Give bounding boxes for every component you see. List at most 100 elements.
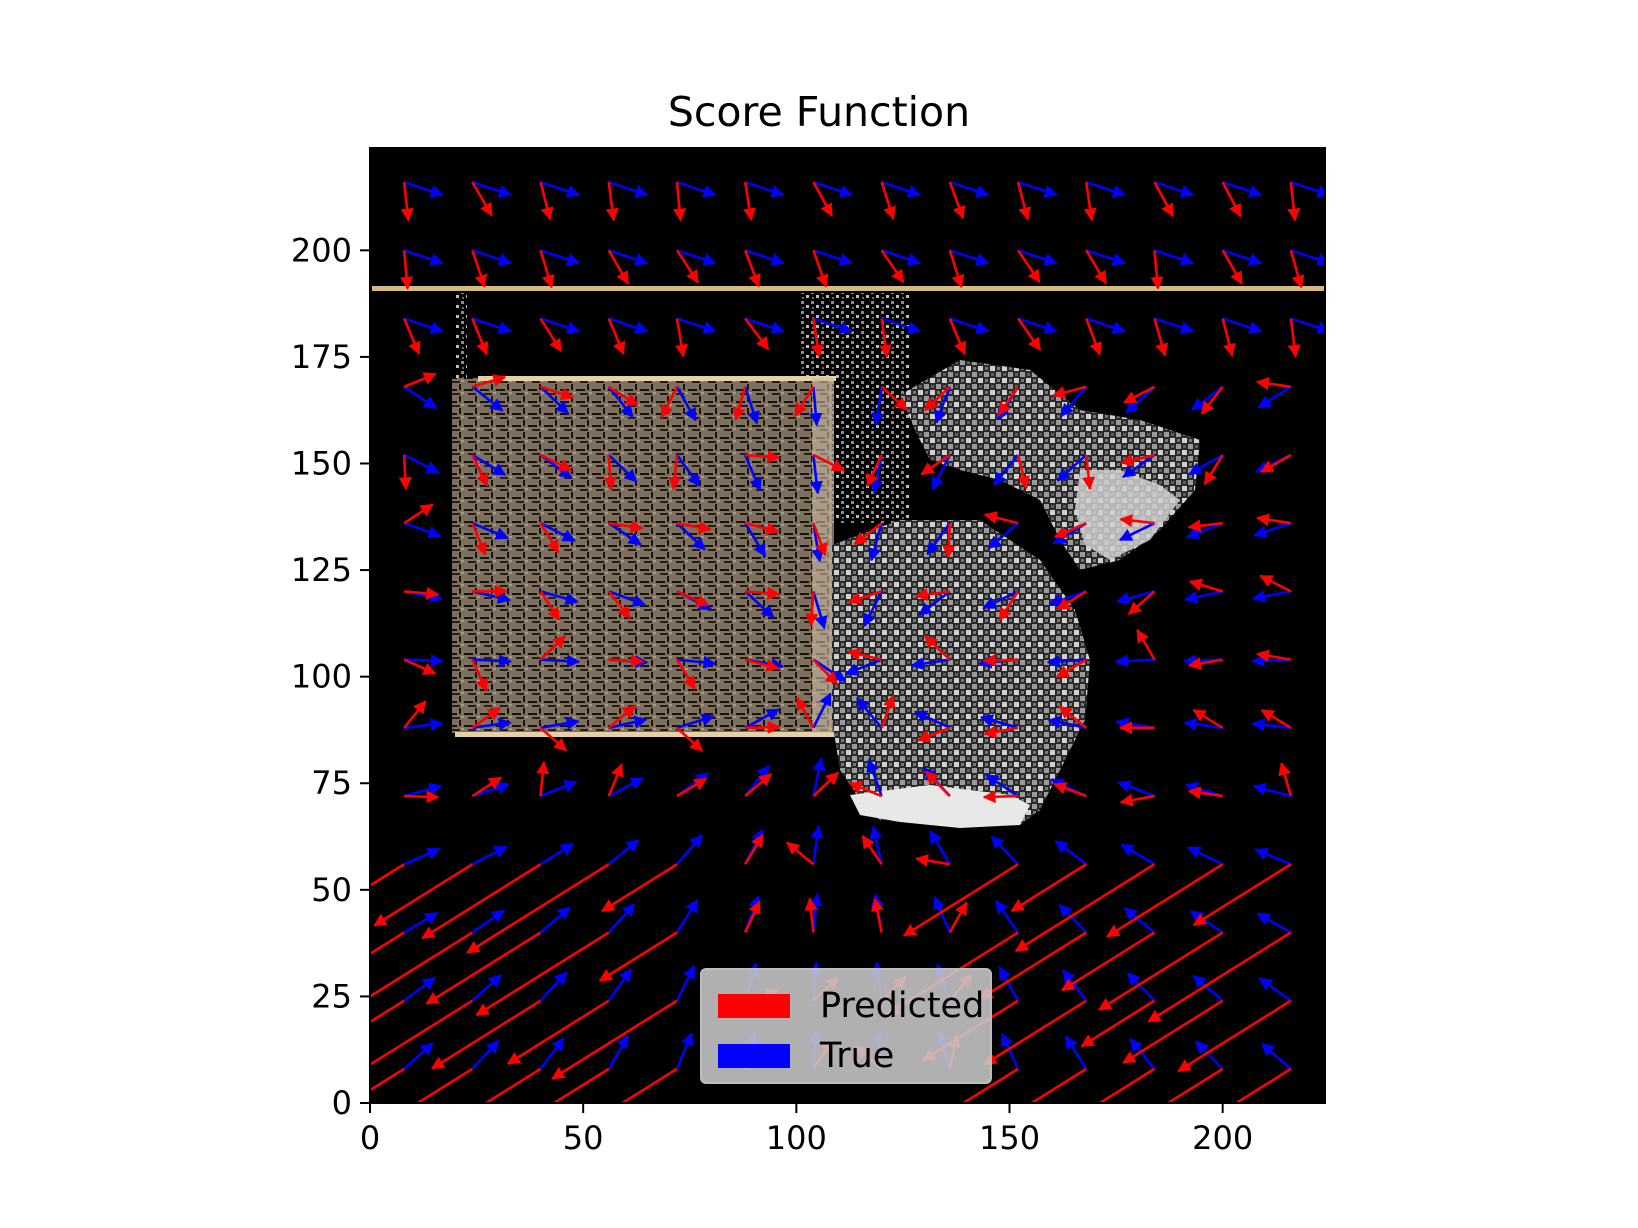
arrow-true bbox=[675, 834, 704, 866]
arrow-predicted bbox=[1187, 657, 1223, 670]
arrow-predicted bbox=[1119, 793, 1155, 807]
arrow-true bbox=[403, 453, 440, 474]
arrow-true bbox=[1120, 843, 1156, 866]
arrow-true bbox=[608, 180, 649, 198]
left-post bbox=[455, 293, 467, 383]
arrow-predicted bbox=[744, 521, 780, 536]
arrow-true bbox=[675, 965, 696, 1002]
y-tick-label: 175 bbox=[291, 338, 352, 376]
arrow-true bbox=[1183, 590, 1223, 604]
x-tick-label: 150 bbox=[979, 1119, 1040, 1157]
arrow-predicted bbox=[1150, 250, 1164, 290]
arrow-predicted bbox=[483, 1067, 542, 1103]
arrow-predicted bbox=[370, 1067, 405, 1092]
arrow-true bbox=[844, 658, 883, 676]
y-tick-label: 75 bbox=[311, 764, 352, 802]
arrow-predicted bbox=[795, 696, 815, 729]
arrow-predicted bbox=[598, 931, 678, 982]
axes-frame bbox=[369, 147, 1326, 1104]
arrow-true bbox=[403, 180, 444, 198]
arrow-predicted bbox=[403, 372, 437, 388]
arrow-predicted bbox=[400, 250, 413, 290]
arrow-predicted bbox=[848, 781, 883, 798]
arrow-predicted bbox=[1120, 453, 1155, 467]
arrow-predicted bbox=[805, 591, 819, 627]
arrow-predicted bbox=[880, 181, 896, 220]
arrow-true bbox=[1188, 453, 1224, 476]
arrow-predicted bbox=[676, 590, 710, 607]
arrow-predicted bbox=[608, 654, 645, 668]
arrow-predicted bbox=[847, 590, 883, 605]
arrow-predicted bbox=[847, 648, 882, 661]
arrow-predicted bbox=[866, 454, 883, 488]
arrow-true bbox=[1129, 1037, 1156, 1070]
arrow-predicted bbox=[1016, 317, 1042, 351]
arrow-true bbox=[1017, 317, 1058, 334]
arrow-predicted bbox=[1260, 453, 1292, 473]
arrow-predicted bbox=[675, 658, 696, 690]
x-tick-label: 100 bbox=[766, 1119, 827, 1157]
arrow-true bbox=[608, 777, 644, 798]
arrow-true bbox=[676, 522, 706, 551]
arrow-predicted bbox=[605, 181, 619, 222]
arrow-true bbox=[675, 454, 701, 487]
arrow-true bbox=[471, 974, 503, 1002]
arrow-predicted bbox=[1016, 181, 1031, 221]
arrow-true bbox=[931, 454, 951, 491]
arrow-predicted bbox=[506, 999, 610, 1065]
arrow-true bbox=[1122, 453, 1156, 479]
arrow-true bbox=[985, 773, 1019, 798]
legend-item-true: True bbox=[718, 1036, 894, 1076]
arrow-predicted bbox=[1260, 709, 1292, 729]
arrow-predicted bbox=[982, 790, 1019, 804]
arrow-predicted bbox=[979, 931, 1087, 1000]
arrow-predicted bbox=[1053, 782, 1087, 798]
arrow-true bbox=[539, 906, 571, 934]
arrow-true bbox=[881, 249, 922, 266]
arrow-true bbox=[810, 824, 824, 865]
arrow-true bbox=[539, 1037, 565, 1070]
arrow-predicted bbox=[983, 999, 1087, 1066]
arrow-true bbox=[744, 708, 781, 729]
arrow-true bbox=[812, 658, 847, 682]
arrow-true bbox=[881, 180, 922, 198]
arrow-predicted bbox=[732, 386, 747, 421]
arrow-predicted bbox=[1097, 1067, 1156, 1103]
arrow-true bbox=[471, 521, 509, 540]
arrow-predicted bbox=[660, 386, 679, 419]
arrow-true bbox=[929, 830, 951, 865]
arrow-true bbox=[743, 386, 760, 425]
arrow-predicted bbox=[430, 999, 542, 1070]
arrow-true bbox=[744, 317, 785, 334]
arrow-true bbox=[1251, 589, 1292, 603]
arrow-true bbox=[608, 249, 649, 266]
arrow-predicted bbox=[471, 374, 507, 388]
arrow-predicted bbox=[902, 863, 1019, 937]
arrow-true bbox=[871, 386, 885, 426]
arrow-predicted bbox=[744, 833, 764, 865]
arrow-predicted bbox=[551, 1067, 610, 1103]
arrow-predicted bbox=[607, 590, 632, 620]
arrow-predicted bbox=[603, 454, 617, 491]
arrow-true bbox=[866, 758, 883, 797]
arrow-predicted bbox=[743, 900, 761, 934]
arrow-predicted bbox=[1029, 1067, 1087, 1103]
arrow-true bbox=[1192, 974, 1224, 1002]
arrow-predicted bbox=[1080, 999, 1156, 1048]
arrow-true bbox=[607, 902, 636, 934]
arrow-predicted bbox=[743, 249, 761, 288]
arrow-true bbox=[1046, 654, 1087, 668]
arrow-true bbox=[404, 654, 444, 668]
arrow-true bbox=[1154, 180, 1195, 198]
arrow-predicted bbox=[1056, 590, 1087, 611]
arrow-true bbox=[913, 710, 951, 730]
y-tick-label: 150 bbox=[291, 444, 352, 482]
arrow-predicted bbox=[812, 249, 829, 288]
arrow-true bbox=[471, 453, 507, 476]
arrow-true bbox=[472, 717, 512, 731]
arrow-true bbox=[1000, 1032, 1020, 1070]
arrow-true bbox=[608, 522, 642, 546]
arrow-true bbox=[949, 317, 990, 334]
legend-swatch-predicted bbox=[718, 994, 790, 1018]
